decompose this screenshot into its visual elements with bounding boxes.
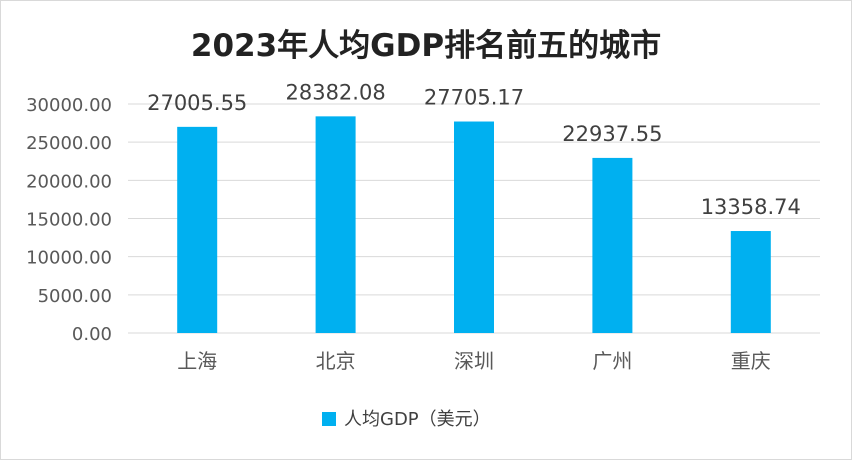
x-tick-label: 上海 [177,349,217,373]
data-label: 27005.55 [147,91,247,115]
y-tick-label: 10000.00 [26,248,112,269]
y-axis-ticks: 0.00 5000.00 10000.00 15000.00 20000.00 25000… [26,95,112,345]
x-tick-label: 北京 [316,349,356,373]
y-tick-label: 30000.00 [26,95,112,116]
x-tick-label: 重庆 [731,349,771,373]
category-labels: 上海 北京 深圳 广州 重庆 [177,349,771,373]
data-label: 22937.55 [562,122,662,146]
bar [454,121,494,333]
bar [177,126,218,333]
y-tick-label: 20000.00 [26,171,112,192]
bar [730,231,771,333]
data-labels: 27005.55 28382.08 27705.17 22937.55 13358.74 [147,80,801,219]
x-tick-label: 深圳 [454,349,494,373]
data-label: 28382.08 [285,80,385,104]
y-tick-label: 0.00 [72,324,112,345]
legend: 人均GDP（美元） [322,409,491,430]
bar [592,157,633,333]
legend-swatch [322,412,336,426]
y-tick-label: 25000.00 [26,133,112,154]
bars [177,116,771,333]
bar [315,116,356,333]
y-tick-label: 5000.00 [38,286,112,307]
chart-title: 2023年人均GDP排名前五的城市 [191,28,661,64]
legend-label: 人均GDP（美元） [344,409,491,430]
data-label: 13358.74 [701,195,801,219]
y-tick-label: 15000.00 [26,210,112,231]
data-label: 27705.17 [424,86,524,110]
x-tick-label: 广州 [592,349,632,373]
